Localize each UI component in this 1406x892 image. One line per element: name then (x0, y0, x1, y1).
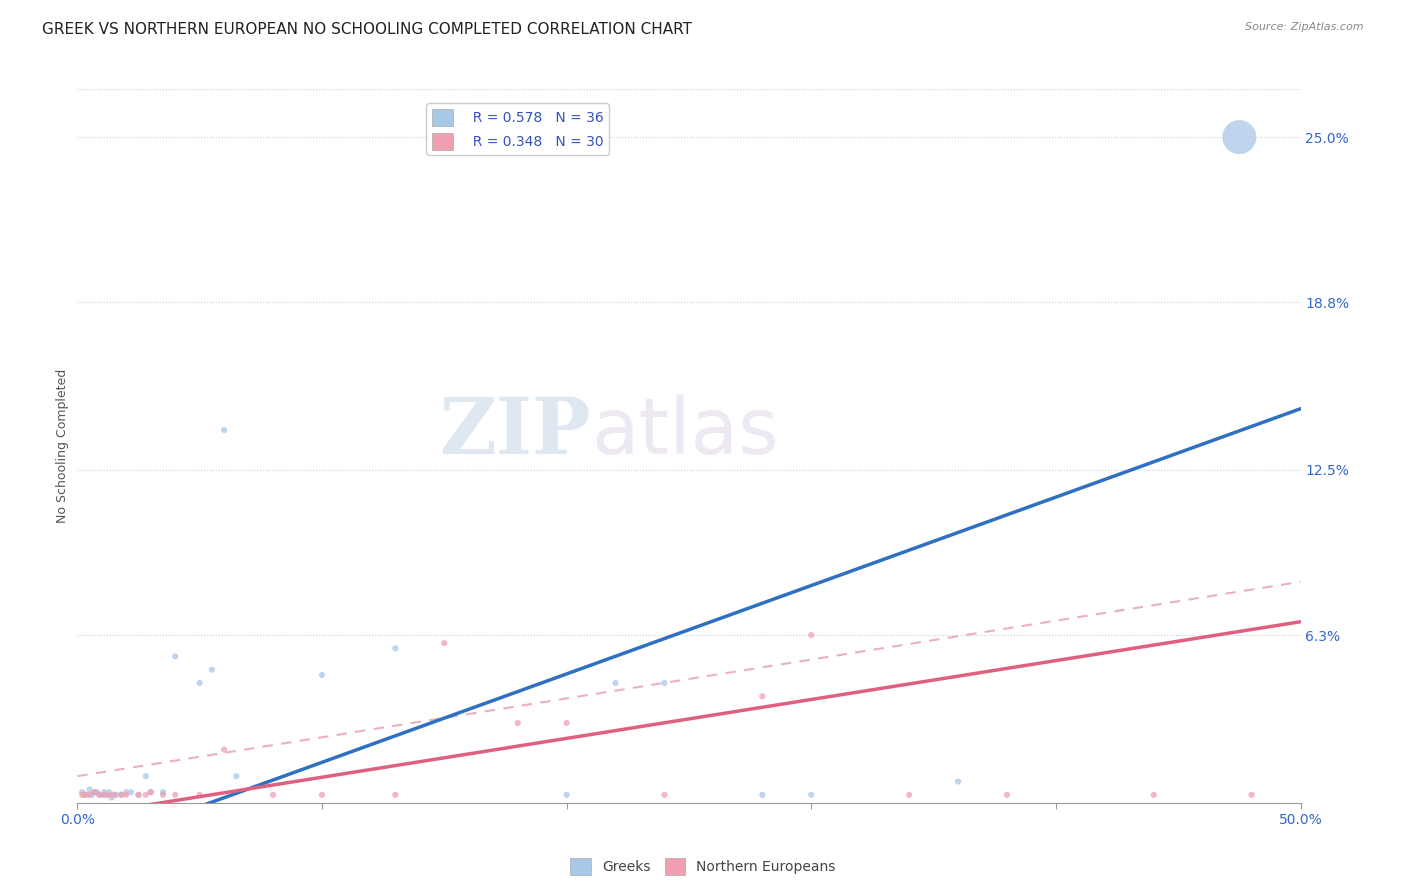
Point (73, 788, 96, 802)
Point (898, 788, 921, 802)
Point (90, 788, 112, 802)
Point (96, 788, 118, 802)
Point (800, 628, 823, 642)
Point (128, 788, 150, 802)
Point (751, 690, 773, 704)
Point (83, 785, 105, 799)
Point (555, 715, 578, 730)
Point (105, 788, 128, 802)
Point (212, 742, 235, 756)
Point (1240, 788, 1263, 802)
Point (103, 788, 125, 802)
Text: GREEK VS NORTHERN EUROPEAN NO SCHOOLING COMPLETED CORRELATION CHART: GREEK VS NORTHERN EUROPEAN NO SCHOOLING … (42, 22, 692, 37)
Point (751, 788, 773, 802)
Point (654, 676, 676, 690)
Point (89, 788, 111, 802)
Point (1229, 130, 1251, 145)
Point (800, 788, 823, 802)
Point (79, 782, 101, 797)
Point (506, 715, 529, 730)
Text: atlas: atlas (591, 393, 779, 470)
Point (433, 636, 456, 650)
Point (946, 774, 969, 789)
Point (93, 785, 115, 799)
Point (225, 769, 247, 783)
Point (995, 788, 1018, 802)
Point (311, 668, 333, 682)
Text: Source: ZipAtlas.com: Source: ZipAtlas.com (1246, 22, 1364, 32)
Point (115, 788, 138, 802)
Point (115, 785, 138, 799)
Point (86, 785, 108, 799)
Point (188, 676, 211, 690)
Point (110, 788, 132, 802)
Point (98, 785, 121, 799)
Point (93, 788, 115, 802)
Point (76, 788, 98, 802)
Point (139, 785, 162, 799)
Y-axis label: No Schooling Completed: No Schooling Completed (56, 369, 69, 523)
Point (120, 785, 142, 799)
Point (152, 785, 174, 799)
Point (654, 788, 676, 802)
Point (135, 769, 157, 783)
Point (80, 788, 103, 802)
Point (165, 788, 187, 802)
Point (79, 788, 101, 802)
Legend:   R = 0.578   N = 36,   R = 0.348   N = 30: R = 0.578 N = 36, R = 0.348 N = 30 (426, 103, 609, 155)
Point (98, 788, 121, 802)
Point (262, 788, 284, 802)
Point (89, 788, 111, 802)
Point (100, 790, 122, 805)
Point (152, 788, 174, 802)
Point (165, 649, 187, 664)
Point (128, 788, 150, 802)
Point (605, 676, 627, 690)
Point (70, 785, 93, 799)
Point (201, 663, 224, 677)
Point (70, 788, 93, 802)
Point (139, 785, 162, 799)
Text: ZIP: ZIP (440, 393, 591, 470)
Point (73, 788, 96, 802)
Point (110, 788, 132, 802)
Point (384, 641, 406, 656)
Point (1143, 788, 1166, 802)
Point (311, 788, 333, 802)
Point (83, 785, 105, 799)
Legend: Greeks, Northern Europeans: Greeks, Northern Europeans (565, 853, 841, 880)
Point (103, 788, 125, 802)
Point (384, 788, 406, 802)
Point (212, 423, 235, 437)
Point (188, 788, 211, 802)
Point (555, 788, 578, 802)
Point (135, 788, 157, 802)
